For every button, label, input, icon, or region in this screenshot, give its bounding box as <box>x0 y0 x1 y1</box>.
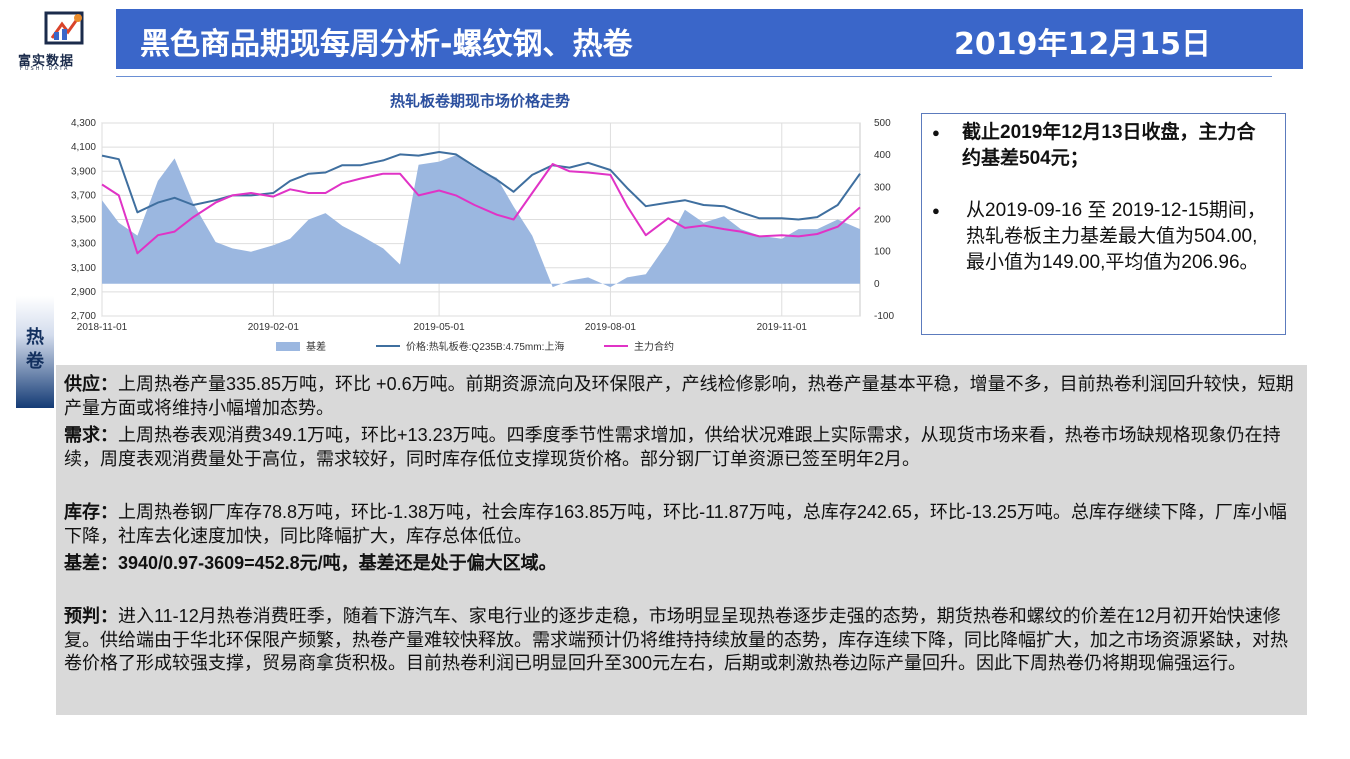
section-tab-label: 热卷 <box>26 327 44 372</box>
futures-contract-line <box>101 163 861 255</box>
left-axis-tick-label: 2,900 <box>71 287 96 298</box>
chart-legend: 基差 价格:热轧板卷:Q235B:4.75mm:上海 主力合约 <box>276 340 674 353</box>
summary-bullet-text: 从2019-09-16 至 2019-12-15期间，热轧卷板主力基差最大值为5… <box>966 200 1266 273</box>
bullet-dot-icon: ● <box>932 203 940 218</box>
right-axis-tick-label: -100 <box>874 311 894 322</box>
left-axis-tick-label: 3,500 <box>71 215 96 226</box>
legend-label: 价格:热轧板卷:Q235B:4.75mm:上海 <box>406 340 564 353</box>
left-axis-tick-label: 2,700 <box>71 311 96 322</box>
legend-swatch-basis <box>276 342 300 351</box>
x-axis-tick-label: 2019-05-01 <box>414 322 466 333</box>
report-date: 2019年12月15日 <box>954 27 1211 62</box>
price-chart: 热轧板卷期现市场价格走势 4,300 4,100 3,900 3,700 3,500 3,… <box>71 92 894 353</box>
right-axis-tick-label: 100 <box>874 247 891 258</box>
basis-summary-box: ● 截止2019年12月13日收盘，主力合约基差504元； ● 从2019-09… <box>921 113 1286 335</box>
logo-mark-icon <box>44 11 84 45</box>
demand-paragraph: 需求：上周热卷表观消费349.1万吨，环比+13.23万吨。四季度季节性需求增加… <box>64 424 1300 471</box>
chart-line-layer <box>101 151 861 255</box>
left-axis-tick-label: 3,300 <box>71 239 96 250</box>
section-tab: 热卷 <box>16 296 54 408</box>
left-axis-tick-label: 4,100 <box>71 142 96 153</box>
bullet-dot-icon: ● <box>932 125 940 140</box>
chart-axes: 4,300 4,100 3,900 3,700 3,500 3,300 3,100 2,900… <box>71 118 894 333</box>
basis-paragraph: 基差：3940/0.97-3609=452.8元/吨，基差还是处于偏大区域。 <box>64 552 1300 576</box>
x-axis-tick-label: 2019-08-01 <box>585 322 637 333</box>
inventory-paragraph: 库存：上周热卷钢厂库存78.8万吨，环比-1.38万吨，社会库存163.85万吨… <box>64 501 1300 548</box>
basis-area-series <box>102 155 860 288</box>
company-logo: 富实数据 FUSHI DATA <box>8 8 118 72</box>
legend-label: 主力合约 <box>634 340 674 353</box>
forecast-label: 预判： <box>64 606 118 626</box>
inventory-text: 上周热卷钢厂库存78.8万吨，环比-1.38万吨，社会库存163.85万吨，环比… <box>64 502 1287 546</box>
page-title: 黑色商品期现每周分析-螺纹钢、热卷 <box>140 27 633 62</box>
chart-area-layer <box>102 155 860 288</box>
supply-text: 上周热卷产量335.85万吨，环比 +0.6万吨。前期资源流向及环保限产，产线检… <box>64 374 1294 418</box>
analysis-panel: 供应：上周热卷产量335.85万吨，环比 +0.6万吨。前期资源流向及环保限产，… <box>56 365 1307 715</box>
header-divider <box>116 76 1272 77</box>
demand-text: 上周热卷表观消费349.1万吨，环比+13.23万吨。四季度季节性需求增加，供给… <box>64 425 1281 469</box>
left-axis-tick-label: 3,900 <box>71 166 96 177</box>
supply-label: 供应： <box>64 374 118 394</box>
summary-bullet: ● 截止2019年12月13日收盘，主力合约基差504元； <box>922 120 1274 172</box>
summary-bullet-text: 截止2019年12月13日收盘，主力合约基差504元； <box>962 122 1256 169</box>
left-axis-tick-label: 3,700 <box>71 190 96 201</box>
x-axis-tick-label: 2019-11-01 <box>757 322 808 333</box>
forecast-text: 进入11-12月热卷消费旺季，随着下游汽车、家电行业的逐步走稳，市场明显呈现热卷… <box>64 606 1288 673</box>
inventory-label: 库存： <box>64 502 118 522</box>
chart-title: 热轧板卷期现市场价格走势 <box>390 92 570 110</box>
header-banner: 黑色商品期现每周分析-螺纹钢、热卷 2019年12月15日 <box>116 9 1303 69</box>
left-axis-tick-label: 4,300 <box>71 118 96 129</box>
x-axis-tick-label: 2018-11-01 <box>77 322 128 333</box>
forecast-paragraph: 预判：进入11-12月热卷消费旺季，随着下游汽车、家电行业的逐步走稳，市场明显呈… <box>64 605 1300 676</box>
x-axis-tick-label: 2019-02-01 <box>248 322 300 333</box>
logo-brand-text: 富实数据 <box>18 54 75 69</box>
right-axis-tick-label: 0 <box>874 279 880 290</box>
summary-bullet: ● 从2019-09-16 至 2019-12-15期间，热轧卷板主力基差最大值… <box>922 198 1274 302</box>
right-axis-tick-label: 500 <box>874 118 891 129</box>
right-axis-tick-label: 200 <box>874 215 891 226</box>
right-axis-tick-label: 300 <box>874 182 891 193</box>
logo-brand-en-text: FUSHI DATA <box>20 66 70 72</box>
basis-text: 基差：3940/0.97-3609=452.8元/吨，基差还是处于偏大区域。 <box>64 553 557 573</box>
legend-label: 基差 <box>306 340 326 353</box>
left-axis-tick-label: 3,100 <box>71 263 96 274</box>
demand-label: 需求： <box>64 425 118 445</box>
supply-paragraph: 供应：上周热卷产量335.85万吨，环比 +0.6万吨。前期资源流向及环保限产，… <box>64 373 1300 420</box>
right-axis-tick-label: 400 <box>874 150 891 161</box>
